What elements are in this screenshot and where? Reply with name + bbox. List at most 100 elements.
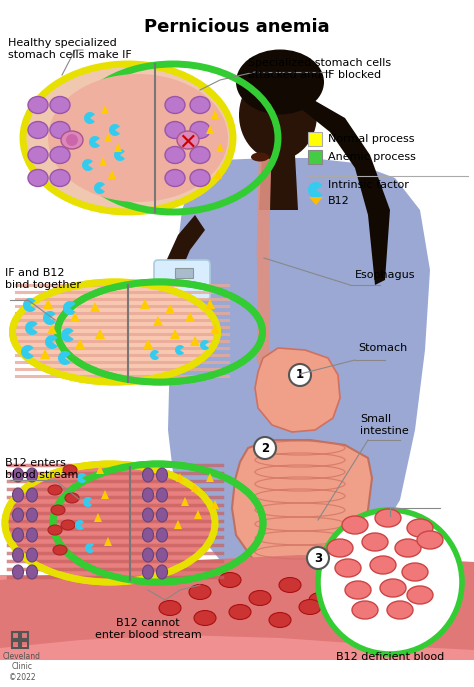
Polygon shape	[259, 155, 298, 210]
Text: 3: 3	[314, 552, 322, 565]
Polygon shape	[94, 513, 102, 522]
Ellipse shape	[345, 581, 371, 599]
Polygon shape	[210, 324, 220, 334]
Polygon shape	[47, 324, 57, 334]
Ellipse shape	[61, 131, 83, 149]
Text: B12 deficient blood: B12 deficient blood	[336, 652, 444, 662]
Wedge shape	[109, 124, 120, 136]
Ellipse shape	[189, 585, 211, 600]
Ellipse shape	[28, 122, 48, 139]
Polygon shape	[101, 490, 109, 499]
Text: Specialized stomach cells
attacked and IF blocked: Specialized stomach cells attacked and I…	[248, 58, 391, 80]
Polygon shape	[205, 299, 215, 309]
Ellipse shape	[27, 468, 37, 482]
Ellipse shape	[48, 485, 62, 495]
Bar	[308, 132, 322, 146]
Polygon shape	[114, 143, 122, 152]
Bar	[308, 150, 322, 164]
Polygon shape	[70, 312, 80, 322]
Ellipse shape	[194, 611, 216, 625]
Polygon shape	[104, 133, 112, 142]
Polygon shape	[216, 143, 224, 152]
Ellipse shape	[12, 488, 24, 502]
Ellipse shape	[279, 578, 301, 592]
Ellipse shape	[28, 170, 48, 186]
Ellipse shape	[23, 64, 233, 212]
Wedge shape	[61, 328, 74, 342]
Ellipse shape	[5, 464, 215, 582]
Ellipse shape	[165, 170, 185, 186]
Ellipse shape	[156, 548, 167, 562]
Bar	[12, 632, 19, 639]
Ellipse shape	[380, 579, 406, 597]
Ellipse shape	[387, 601, 413, 619]
Wedge shape	[43, 311, 56, 325]
Polygon shape	[43, 299, 53, 309]
Polygon shape	[232, 440, 372, 572]
Ellipse shape	[143, 488, 154, 502]
Ellipse shape	[27, 508, 37, 522]
Ellipse shape	[177, 131, 199, 149]
Text: Healthy specialized
stomach cells make IF: Healthy specialized stomach cells make I…	[8, 38, 132, 60]
Polygon shape	[214, 170, 222, 179]
Ellipse shape	[12, 548, 24, 562]
Polygon shape	[104, 537, 112, 546]
Ellipse shape	[165, 146, 185, 164]
Ellipse shape	[143, 508, 154, 522]
Ellipse shape	[12, 565, 24, 579]
Polygon shape	[191, 483, 199, 492]
Polygon shape	[309, 197, 323, 205]
Ellipse shape	[269, 613, 291, 627]
Ellipse shape	[143, 528, 154, 542]
Ellipse shape	[143, 548, 154, 562]
Ellipse shape	[339, 607, 361, 622]
Ellipse shape	[335, 559, 361, 577]
Polygon shape	[101, 105, 109, 114]
Polygon shape	[185, 312, 195, 322]
Text: IF and B12
bind together: IF and B12 bind together	[5, 268, 81, 290]
Polygon shape	[176, 473, 184, 482]
Polygon shape	[174, 520, 182, 529]
Ellipse shape	[407, 519, 433, 537]
Ellipse shape	[219, 572, 241, 587]
Polygon shape	[140, 299, 150, 309]
Polygon shape	[300, 95, 390, 285]
Ellipse shape	[156, 528, 167, 542]
Text: ✕: ✕	[179, 133, 197, 153]
Wedge shape	[200, 340, 209, 350]
Polygon shape	[75, 339, 85, 349]
Ellipse shape	[251, 153, 269, 161]
Polygon shape	[211, 500, 219, 509]
Wedge shape	[75, 520, 84, 530]
Bar	[21, 641, 28, 648]
Circle shape	[307, 547, 329, 569]
Text: Normal process: Normal process	[328, 134, 414, 144]
Ellipse shape	[50, 170, 70, 186]
Wedge shape	[25, 321, 38, 335]
Text: Pernicious anemia: Pernicious anemia	[144, 18, 330, 36]
Circle shape	[254, 437, 276, 459]
Ellipse shape	[407, 586, 433, 604]
Polygon shape	[95, 329, 105, 339]
Wedge shape	[63, 301, 76, 315]
Circle shape	[318, 510, 462, 654]
Ellipse shape	[370, 556, 396, 574]
Ellipse shape	[53, 545, 67, 555]
Ellipse shape	[165, 96, 185, 113]
Ellipse shape	[395, 539, 421, 557]
Polygon shape	[168, 158, 430, 582]
Text: 1: 1	[296, 368, 304, 381]
Polygon shape	[206, 473, 214, 482]
Ellipse shape	[156, 565, 167, 579]
Ellipse shape	[159, 600, 181, 616]
Ellipse shape	[156, 468, 167, 482]
Ellipse shape	[28, 146, 48, 164]
Wedge shape	[84, 112, 95, 124]
Wedge shape	[175, 345, 184, 355]
Ellipse shape	[63, 465, 77, 475]
Polygon shape	[155, 215, 205, 325]
Ellipse shape	[236, 49, 324, 115]
Polygon shape	[0, 555, 474, 650]
Text: Esophagus: Esophagus	[355, 270, 416, 280]
Ellipse shape	[352, 601, 378, 619]
